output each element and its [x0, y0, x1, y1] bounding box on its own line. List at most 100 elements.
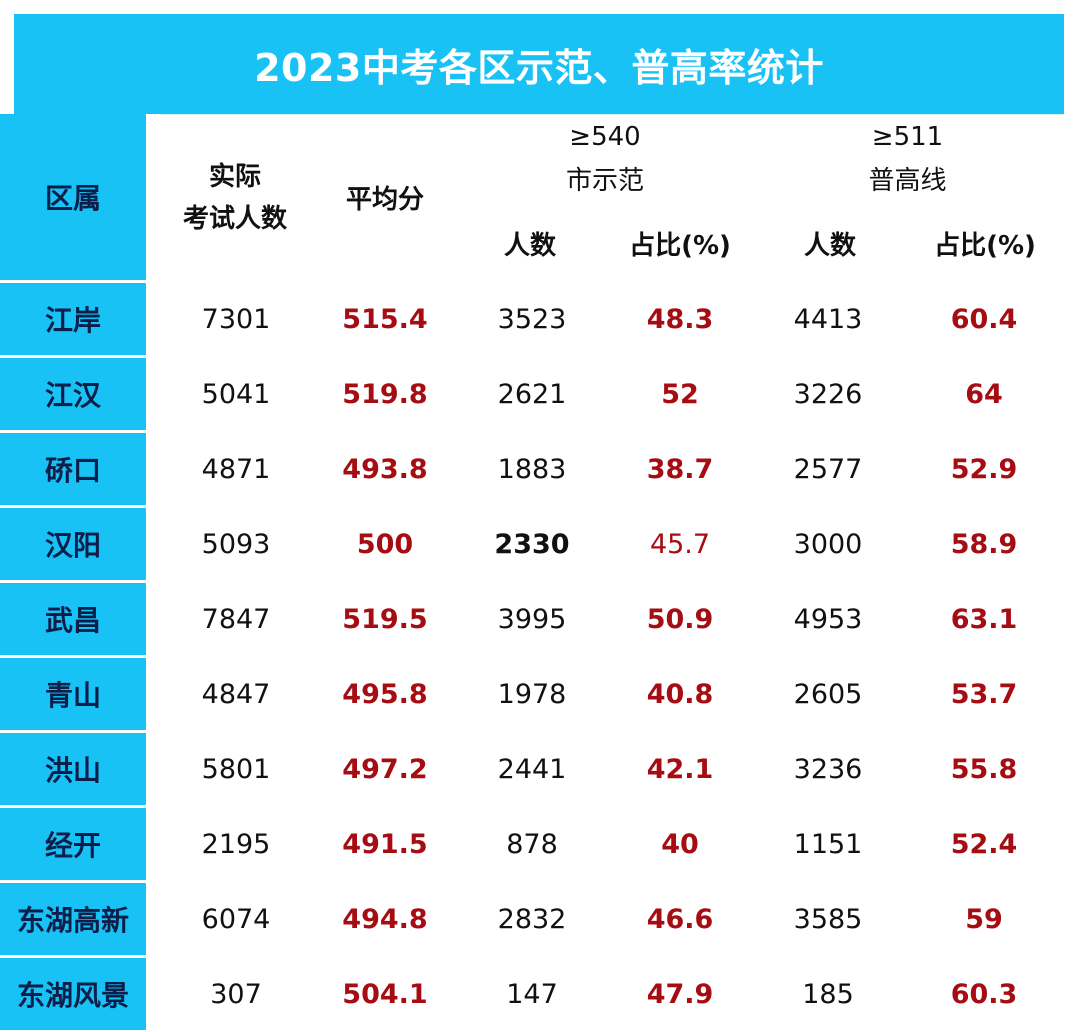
district-name: 东湖高新 [16, 904, 129, 937]
page-title: 2023中考各区示范、普高率统计 [14, 14, 1064, 114]
district-cell: 经开 [0, 808, 146, 880]
cell-actual: 2195 [201, 829, 271, 860]
demo-threshold-header: ≥540 [569, 122, 641, 152]
cell-demo-ratio: 50.9 [646, 604, 714, 635]
cell-actual: 5801 [201, 754, 271, 785]
cell-actual: 7301 [201, 304, 271, 335]
cell-avg: 497.2 [342, 754, 428, 785]
cell-demo-count: 1978 [497, 679, 567, 710]
district-cell: 洪山 [0, 733, 146, 805]
cell-general-ratio: 64 [965, 379, 1003, 410]
district-separator [14, 280, 160, 283]
district-separator [14, 955, 160, 958]
district-cell: 武昌 [0, 583, 146, 655]
avg-header: 平均分 [345, 185, 424, 215]
cell-general-ratio: 53.7 [950, 679, 1018, 710]
district-separator [14, 655, 160, 658]
district-name: 硚口 [44, 454, 101, 487]
cell-actual: 5093 [201, 529, 271, 560]
cell-general-count: 3236 [793, 754, 863, 785]
cell-demo-count: 2832 [497, 904, 567, 935]
cell-actual: 307 [210, 979, 262, 1010]
cell-demo-ratio: 52 [661, 379, 699, 410]
district-separator [14, 505, 160, 508]
header-top-divider [160, 114, 1064, 115]
district-separator [14, 580, 160, 583]
cell-general-count: 3226 [793, 379, 863, 410]
cell-general-count: 2577 [793, 454, 863, 485]
general-threshold-header: ≥511 [871, 122, 944, 152]
district-name: 武昌 [44, 604, 101, 637]
cell-avg: 519.8 [342, 379, 428, 410]
demo-count-header: 人数 [503, 231, 556, 261]
cell-general-ratio: 60.4 [950, 304, 1018, 335]
district-name: 江岸 [44, 304, 101, 337]
cell-avg: 494.8 [342, 904, 428, 935]
cell-avg: 504.1 [342, 979, 428, 1010]
district-separator [14, 430, 160, 433]
district-name: 汉阳 [44, 529, 101, 562]
district-cell: 汉阳 [0, 508, 146, 580]
demo-label-header: 市示范 [565, 166, 644, 196]
cell-general-ratio: 52.4 [950, 829, 1018, 860]
cell-general-count: 2605 [793, 679, 863, 710]
cell-actual: 5041 [201, 379, 271, 410]
cell-demo-ratio: 48.3 [646, 304, 714, 335]
cell-demo-count: 3995 [497, 604, 567, 635]
cell-demo-count: 147 [506, 979, 558, 1010]
district-separator [14, 730, 160, 733]
cell-avg: 491.5 [342, 829, 428, 860]
cell-actual: 4871 [201, 454, 271, 485]
actual-header-line2: 考试人数 [182, 204, 287, 234]
cell-avg: 493.8 [342, 454, 428, 485]
district-header-label: 区属 [44, 182, 101, 215]
district-separator [14, 880, 160, 883]
cell-demo-count: 1883 [497, 454, 567, 485]
district-separator [14, 805, 160, 808]
cell-avg: 495.8 [342, 679, 428, 710]
district-header: 区属 [0, 114, 146, 280]
cell-general-ratio: 52.9 [950, 454, 1018, 485]
cell-demo-count: 878 [506, 829, 558, 860]
cell-demo-ratio: 45.7 [649, 529, 711, 560]
district-name: 洪山 [44, 754, 101, 787]
cell-demo-count: 3523 [497, 304, 567, 335]
cell-demo-count: 2330 [494, 529, 570, 560]
cell-general-ratio: 63.1 [950, 604, 1018, 635]
cell-general-count: 4953 [793, 604, 863, 635]
district-name: 东湖风景 [16, 979, 129, 1012]
cell-demo-ratio: 42.1 [646, 754, 714, 785]
cell-general-count: 185 [802, 979, 854, 1010]
cell-general-ratio: 58.9 [950, 529, 1018, 560]
general-count-header: 人数 [803, 231, 856, 261]
district-cell: 青山 [0, 658, 146, 730]
cell-general-ratio: 55.8 [950, 754, 1018, 785]
cell-demo-count: 2441 [497, 754, 567, 785]
cell-general-ratio: 59 [965, 904, 1003, 935]
cell-demo-ratio: 38.7 [646, 454, 714, 485]
cell-general-count: 1151 [793, 829, 863, 860]
district-cell: 江汉 [0, 358, 146, 430]
actual-header-line1: 实际 [208, 162, 261, 192]
general-label-header: 普高线 [868, 166, 947, 196]
district-cell: 硚口 [0, 433, 146, 505]
cell-avg: 500 [356, 529, 414, 560]
cell-actual: 6074 [201, 904, 271, 935]
cell-demo-ratio: 46.6 [646, 904, 714, 935]
cell-avg: 519.5 [342, 604, 428, 635]
cell-demo-ratio: 47.9 [646, 979, 714, 1010]
cell-actual: 7847 [201, 604, 271, 635]
cell-general-count: 3585 [793, 904, 863, 935]
cell-demo-ratio: 40 [661, 829, 699, 860]
district-name: 青山 [44, 679, 101, 712]
cell-general-count: 4413 [793, 304, 863, 335]
cell-actual: 4847 [201, 679, 271, 710]
district-name: 经开 [44, 829, 101, 862]
district-cell: 东湖高新 [0, 883, 146, 955]
district-cell: 江岸 [0, 283, 146, 355]
district-name: 江汉 [44, 379, 101, 412]
cell-demo-ratio: 40.8 [646, 679, 714, 710]
cell-avg: 515.4 [342, 304, 428, 335]
cell-general-ratio: 60.3 [950, 979, 1018, 1010]
